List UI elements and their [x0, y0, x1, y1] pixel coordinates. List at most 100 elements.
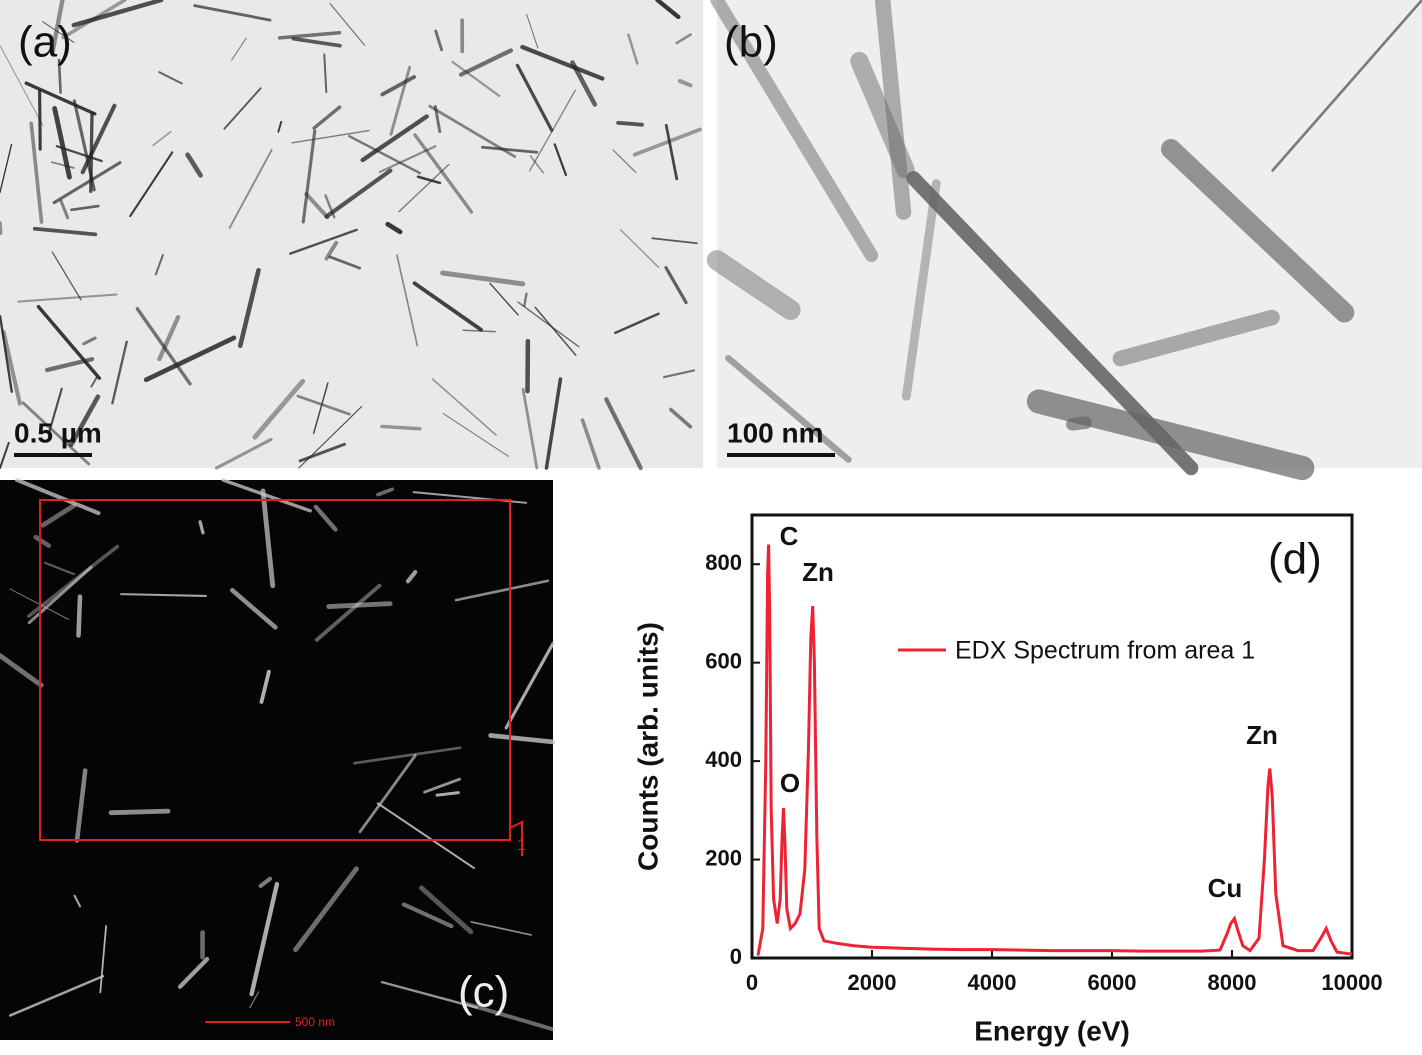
rod: [313, 504, 338, 532]
rod: [291, 36, 342, 48]
rod: [520, 44, 605, 81]
rod: [0, 653, 44, 688]
rod: [228, 149, 273, 229]
rod: [526, 13, 539, 49]
rod: [0, 143, 13, 194]
rod: [324, 168, 393, 219]
rod: [298, 405, 363, 469]
rod: [418, 885, 474, 935]
rod: [74, 768, 88, 843]
rod: [612, 149, 637, 174]
rod: [52, 161, 122, 205]
rod: [0, 314, 13, 393]
rod: [901, 179, 941, 401]
rod: [380, 980, 479, 1009]
micrograph-c: [0, 480, 553, 1040]
rod: [523, 292, 528, 307]
rod: [462, 1001, 555, 1032]
peak-label: Zn: [802, 557, 834, 587]
rod: [553, 143, 568, 177]
rod: [614, 312, 660, 335]
peak-label: O: [780, 768, 800, 798]
rod: [470, 921, 532, 936]
rod: [50, 0, 65, 55]
rod: [353, 746, 462, 765]
rod: [874, 0, 912, 220]
rod: [396, 254, 419, 347]
rod: [198, 520, 205, 535]
rod: [312, 382, 329, 435]
rod: [120, 593, 207, 598]
y-tick-label: 200: [705, 845, 742, 870]
rod: [157, 315, 181, 362]
rod: [296, 394, 351, 416]
x-axis-label: Energy (eV): [974, 1015, 1130, 1046]
rods: [0, 0, 702, 471]
rods: [706, 0, 1422, 481]
rod: [40, 503, 77, 528]
rod: [15, 477, 101, 516]
peak-label: Zn: [1246, 720, 1278, 750]
plot-frame: [750, 513, 1354, 960]
rod: [706, 250, 801, 321]
rod: [61, 0, 127, 40]
scale-bar-label: 500 nm: [295, 1015, 335, 1029]
rod: [230, 588, 278, 630]
rod: [604, 397, 643, 471]
rod: [632, 127, 702, 157]
rod: [323, 53, 328, 94]
rod: [515, 63, 554, 132]
rod: [99, 925, 107, 994]
rod: [59, 199, 70, 220]
rod: [710, 0, 879, 263]
rod: [358, 754, 417, 834]
micrograph-b: [717, 0, 1422, 468]
panel-label: (a): [18, 18, 72, 67]
rod: [1, 330, 22, 406]
rod: [55, 145, 103, 163]
rod: [412, 491, 528, 504]
rod: [675, 33, 692, 45]
rod: [80, 103, 117, 175]
rod: [221, 478, 312, 513]
rod: [82, 336, 97, 346]
rod: [111, 340, 128, 405]
rod: [29, 121, 44, 224]
rod: [9, 974, 105, 1017]
rod: [193, 4, 272, 22]
rod: [44, 561, 76, 576]
rod: [423, 777, 462, 794]
rod: [458, 48, 514, 77]
rod: [677, 78, 693, 88]
rod: [329, 2, 366, 46]
rod: [488, 733, 556, 745]
rod: [154, 253, 164, 276]
rod: [360, 114, 429, 163]
rod: [517, 301, 580, 348]
legend-label: EDX Spectrum from area 1: [955, 637, 1255, 665]
rod: [627, 33, 639, 65]
rod: [152, 130, 172, 147]
y-tick-label: 800: [705, 550, 742, 575]
rod: [534, 306, 577, 356]
rod: [328, 255, 362, 270]
rod: [663, 369, 696, 379]
rod: [312, 105, 342, 130]
peak-label: C: [780, 521, 799, 551]
rod: [1112, 309, 1280, 367]
rod: [70, 204, 100, 212]
region-box: [39, 499, 511, 841]
rod: [431, 378, 497, 436]
rod: [57, 58, 62, 94]
rod: [237, 267, 261, 349]
rod: [521, 387, 539, 470]
rod: [90, 376, 98, 388]
rod: [385, 221, 403, 235]
rod: [293, 866, 359, 953]
peak-label: Cu: [1208, 873, 1243, 903]
x-tick-label: 8000: [1208, 970, 1257, 995]
rod: [433, 105, 442, 134]
y-tick-label: 0: [730, 944, 742, 969]
rod: [185, 152, 203, 178]
